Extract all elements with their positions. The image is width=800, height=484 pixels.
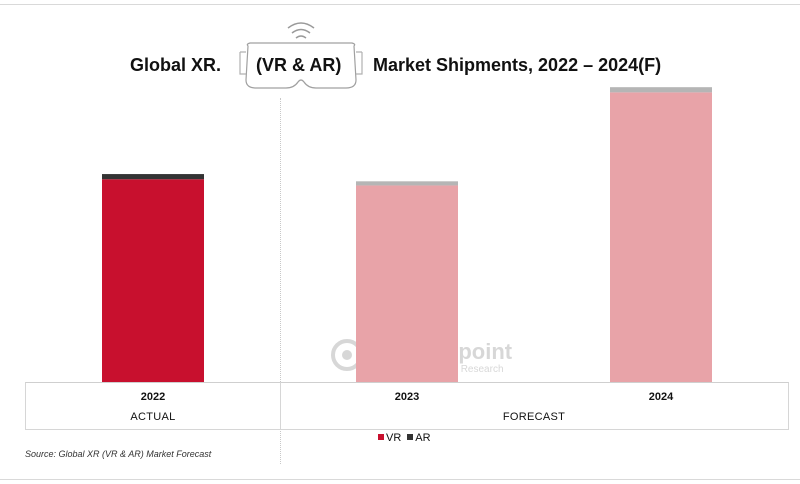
top-rule: [0, 4, 800, 5]
axis-separator: [280, 382, 281, 430]
title-part-3: Market Shipments, 2022 – 2024(F): [373, 55, 662, 75]
category-axis: [25, 382, 789, 430]
title-part-1: Global XR.: [130, 55, 222, 75]
bar-vr-2022: [102, 179, 204, 382]
legend-item-ar: AR: [407, 432, 431, 444]
x-tick-label: 2024: [648, 391, 674, 403]
legend-label: AR: [415, 432, 431, 444]
bar-ar-2022: [102, 174, 204, 180]
bar-ar-2024: [610, 87, 712, 93]
vr-headset-icon: [239, 22, 363, 89]
group-label-forecast: FORECAST: [502, 411, 566, 423]
legend-swatch: [378, 434, 384, 440]
bar-vr-2023: [356, 185, 458, 382]
legend-item-vr: VR: [378, 432, 401, 444]
x-tick-label: 2023: [394, 391, 420, 403]
source-note: Source: Global XR (VR & AR) Market Forec…: [25, 449, 212, 459]
legend: VR AR: [378, 432, 437, 444]
title-part-2: (VR & AR): [256, 55, 342, 75]
group-label-actual: ACTUAL: [130, 411, 176, 423]
bottom-rule: [0, 479, 800, 480]
bar-vr-2024: [610, 92, 712, 383]
legend-label: VR: [386, 432, 402, 444]
legend-swatch: [407, 434, 414, 440]
chart-title: Global XR. (VR & AR) Market Shipments, 2…: [0, 55, 800, 85]
actual-forecast-divider: [280, 98, 281, 464]
x-tick-label: 2022: [140, 391, 166, 403]
bar-ar-2023: [356, 181, 458, 186]
